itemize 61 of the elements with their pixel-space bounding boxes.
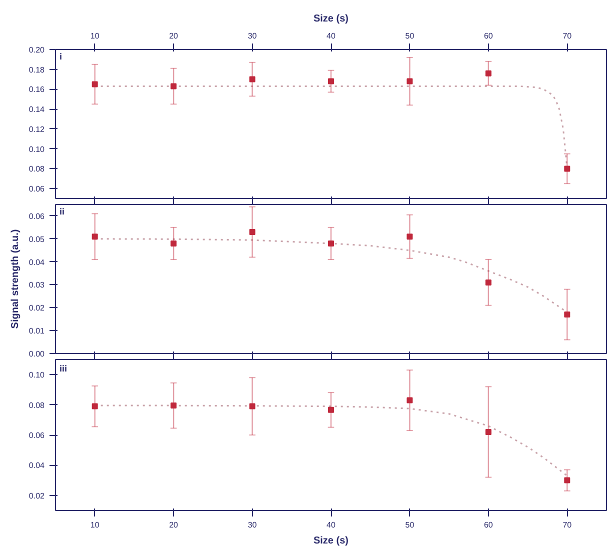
point	[564, 312, 570, 318]
point	[406, 78, 413, 84]
point	[406, 397, 413, 404]
y-tick-label: 0.01	[28, 326, 46, 336]
x-tick-label: 50	[405, 520, 415, 530]
y-tick-label: 0.04	[28, 258, 46, 267]
point	[170, 83, 177, 90]
point	[170, 402, 177, 409]
y-tick-label: 0.08	[28, 164, 46, 174]
y-tick-label: 0.05	[28, 234, 46, 244]
x2-tick-label: 50	[405, 32, 415, 40]
point	[328, 78, 334, 84]
x-tick-label: 40	[326, 520, 336, 530]
x2-tick-label: 40	[326, 32, 336, 40]
point	[249, 229, 256, 236]
x-tick-label: 20	[169, 520, 179, 530]
y-tick-label: 0.04	[28, 461, 46, 470]
annotation: iii	[60, 364, 68, 374]
y-tick-label: 0.10	[28, 144, 46, 154]
y-tick-label: 0.02	[28, 304, 46, 313]
point	[564, 477, 570, 484]
point	[170, 240, 177, 246]
y-tick-label: 0.02	[28, 491, 46, 500]
point	[249, 403, 256, 410]
y-tick-label: 0.18	[28, 65, 46, 74]
point	[328, 406, 334, 413]
point	[328, 240, 334, 246]
point	[406, 234, 413, 240]
x-axis-title: Size (s)	[313, 536, 349, 546]
y-tick-label: 0.12	[28, 124, 46, 134]
y-tick-label: 0.16	[28, 85, 46, 94]
x-tick-label: 10	[90, 520, 100, 530]
point	[485, 70, 492, 76]
y-tick-label: 0.06	[28, 212, 46, 221]
point	[249, 76, 256, 82]
point	[564, 166, 570, 172]
annotation: i	[60, 52, 62, 62]
point	[92, 234, 98, 240]
x2-tick-label: 30	[248, 32, 258, 40]
x-tick-label: 70	[562, 520, 572, 530]
y-tick-label: 0.14	[28, 105, 46, 114]
y-tick-label: 0.00	[28, 350, 46, 358]
annotation: ii	[60, 206, 65, 216]
y-tick-label: 0.08	[28, 400, 46, 410]
point	[485, 279, 492, 286]
x-tick-label: 30	[248, 520, 258, 530]
y-tick-label: 0.06	[28, 431, 46, 440]
x2-axis-title: Size (s)	[313, 14, 349, 24]
point	[92, 81, 98, 88]
point	[92, 403, 98, 410]
point	[485, 428, 492, 435]
y-tick-label: 0.03	[28, 280, 46, 290]
x-tick-label: 60	[484, 520, 494, 530]
y-tick-label: 0.10	[28, 370, 46, 380]
y-tick-label: 0.06	[28, 184, 46, 194]
x2-tick-label: 70	[562, 32, 572, 40]
x2-tick-label: 20	[169, 32, 179, 40]
y-tick-label: 0.20	[28, 46, 46, 54]
y-axis-title: Signal strength (a.u.)	[10, 229, 21, 329]
x2-tick-label: 60	[484, 32, 494, 40]
x2-tick-label: 10	[90, 32, 100, 40]
